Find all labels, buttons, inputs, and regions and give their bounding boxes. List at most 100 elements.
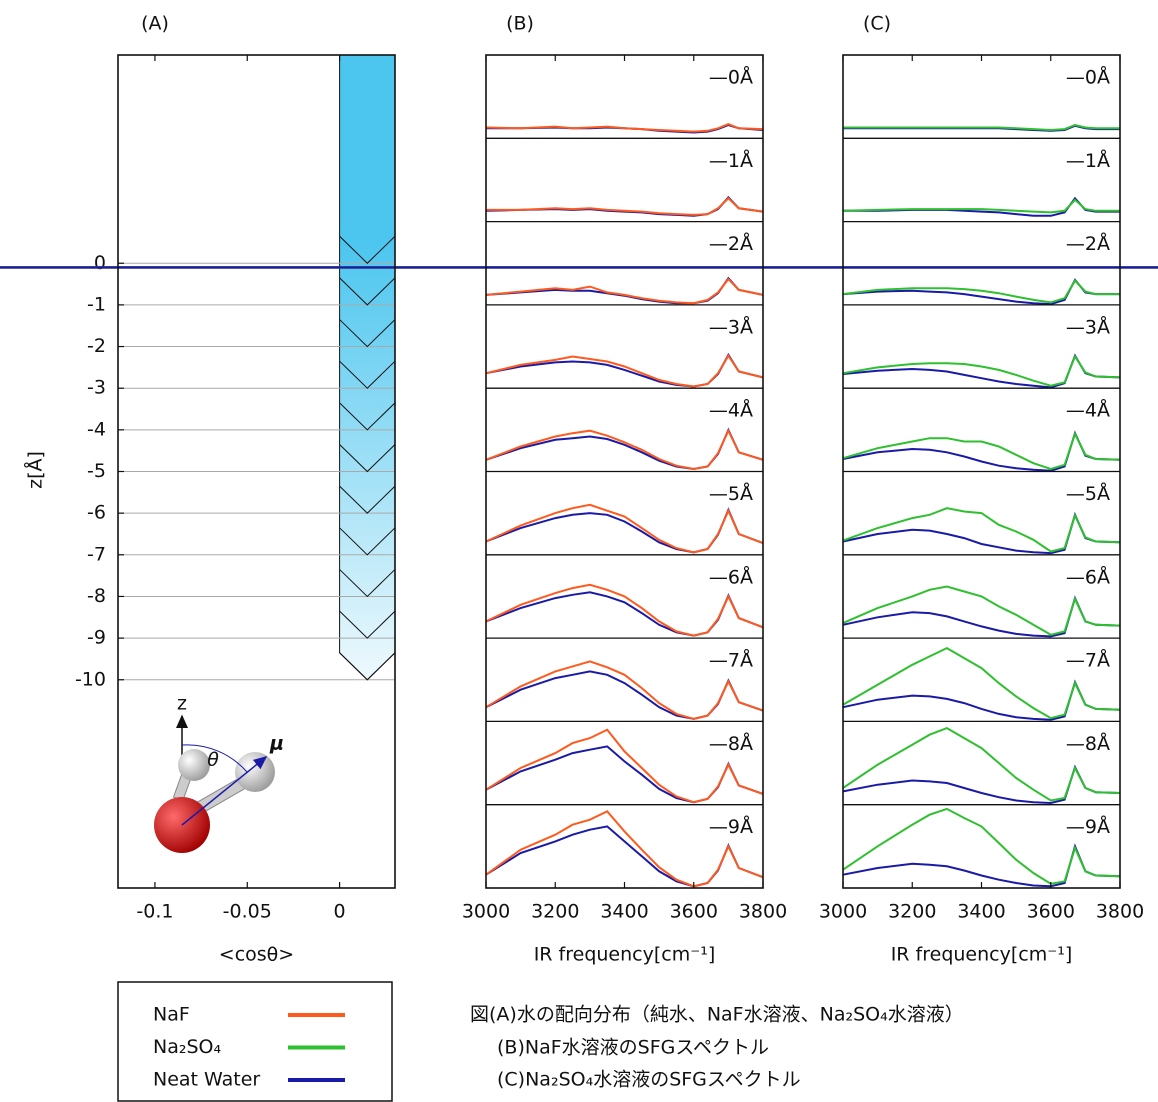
spectrum-line [842, 807, 1121, 885]
spectrum-line [842, 354, 1121, 387]
angle-arc [181, 744, 248, 773]
hydrogen-atom [178, 749, 210, 781]
plots: 0 -1 -2 -3 -4 -5 -6 -7 -8 -9 -10 -0.1 -0.05 0 (A) <cosθ… [0, 13, 1158, 966]
spectrum-line [485, 503, 764, 554]
legend-label: NaF [153, 1004, 190, 1026]
spectrum-line [486, 196, 764, 216]
spectrum-line [843, 123, 1120, 132]
caption-line: (C)Na₂SO₄水溶液のSFGスペクトル [497, 1069, 801, 1091]
x-tick-label: -0.1 [136, 901, 173, 923]
legend-box [117, 981, 393, 1102]
x-tick-label: 3400 [600, 901, 648, 923]
y-tick-label: -1 [87, 293, 106, 315]
spectrum-line [485, 353, 764, 388]
chevron [339, 569, 396, 598]
x-tick-label: 3600 [670, 901, 718, 923]
depth-label: —8Å [709, 732, 753, 755]
chevron [339, 319, 396, 348]
chevron [339, 444, 396, 473]
chevron [339, 610, 396, 639]
depth-column [339, 54, 396, 681]
plot-frame [485, 54, 764, 889]
depth-label: —8Å [1066, 732, 1110, 755]
spectrum-line [842, 646, 1121, 720]
spectrum-line [842, 507, 1121, 553]
plot-frame [842, 54, 1121, 889]
spectrum-line [485, 810, 764, 888]
depth-label: —1Å [1066, 149, 1110, 172]
spectrum-line [485, 660, 764, 720]
y-tick-label: -2 [87, 335, 106, 357]
chevron [339, 277, 396, 306]
spectrum-line [842, 843, 1121, 888]
y-tick-label: -4 [87, 418, 106, 440]
chevron [339, 485, 396, 514]
hydrogen-atom [235, 752, 275, 792]
panel-label: (C) [863, 13, 891, 35]
x-tick-label: -0.05 [223, 901, 272, 923]
depth-label: —6Å [1066, 565, 1110, 588]
x-tick-label: 3000 [462, 901, 510, 923]
depth-label: —4Å [709, 399, 753, 422]
panel-label: (B) [506, 13, 534, 35]
depth-label: —9Å [1066, 815, 1110, 838]
spectrum-line [485, 427, 764, 471]
y-tick-label: -10 [75, 668, 106, 690]
spectrum-line [485, 195, 764, 217]
annotation: μ [269, 733, 284, 755]
legend-label: Neat Water [153, 1069, 260, 1091]
spectrum-line [842, 198, 1120, 214]
spectrum-line [485, 728, 764, 804]
depth-label: —9Å [709, 815, 753, 838]
depth-label: —0Å [709, 66, 753, 89]
annotation: θ [207, 749, 219, 771]
depth-label: —7Å [709, 649, 753, 672]
depth-label: —1Å [709, 149, 753, 172]
x-axis-label: <cosθ> [219, 944, 294, 966]
y-tick-label: -8 [87, 585, 106, 607]
legend-label: Na₂SO₄ [153, 1036, 221, 1058]
x-tick-label: 3800 [739, 901, 787, 923]
depth-label: —6Å [709, 565, 753, 588]
depth-label: —2Å [709, 232, 753, 255]
y-axis-label: z[Å] [24, 451, 47, 489]
depth-label: —3Å [709, 315, 753, 338]
series-line [0, 266, 1158, 269]
caption-line: (B)NaF水溶液のSFGスペクトル [497, 1037, 769, 1059]
x-tick-label: 0 [334, 901, 346, 923]
spectrum-line [842, 279, 1120, 304]
y-tick-label: -5 [87, 460, 106, 482]
spectrum-line [485, 583, 764, 637]
spectrum-line [485, 352, 764, 388]
chevron [339, 360, 396, 389]
depth-label: —3Å [1066, 315, 1110, 338]
y-tick-label: 0 [94, 252, 106, 274]
chevron [339, 652, 396, 681]
annotation: z [177, 693, 187, 715]
x-tick-label: 3800 [1096, 901, 1144, 923]
spectrum-line [485, 591, 764, 637]
depth-label: —2Å [1066, 232, 1110, 255]
dipole-arrow [181, 756, 268, 826]
y-tick-label: -6 [87, 502, 106, 524]
y-tick-label: -9 [87, 627, 106, 649]
chevron [339, 402, 396, 431]
spectrum-line [485, 277, 764, 305]
depth-label: —5Å [1066, 482, 1110, 505]
spectrum-line [843, 196, 1120, 217]
chevron [339, 235, 396, 264]
x-tick-label: 3000 [819, 901, 867, 923]
caption-line: 図(A)水の配向分布（純水、NaF水溶液、Na₂SO₄水溶液） [470, 1004, 964, 1026]
spectrum-line [842, 585, 1121, 636]
depth-label: —5Å [709, 482, 753, 505]
spectrum-line [842, 595, 1121, 638]
x-tick-label: 3600 [1027, 901, 1075, 923]
spectrum-line [842, 431, 1121, 471]
plot-frame [117, 54, 396, 889]
depth-label: —4Å [1066, 399, 1110, 422]
x-tick-label: 3200 [888, 901, 936, 923]
spectrum-line [842, 726, 1121, 802]
spectrum-line [485, 428, 764, 471]
depth-label: —0Å [1066, 66, 1110, 89]
